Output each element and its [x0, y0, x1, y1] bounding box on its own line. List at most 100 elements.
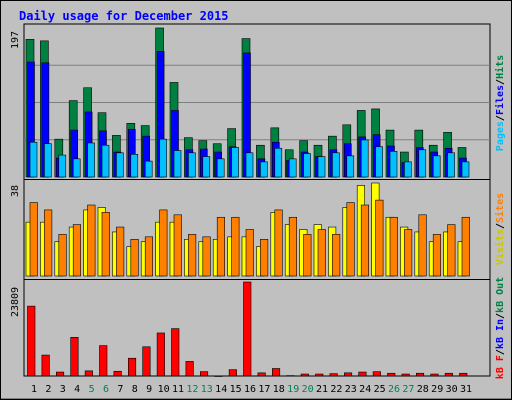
x-tick-label: 23 [345, 384, 357, 395]
pages-bar [144, 160, 153, 178]
sites-bar [447, 224, 456, 277]
visits-sites-legend-part: Sites [494, 193, 506, 223]
pages-bar [202, 156, 211, 178]
sites-bar [274, 209, 283, 277]
pages-bar [404, 161, 412, 178]
kbytes-bar [329, 373, 338, 377]
pages-bar [447, 152, 455, 178]
x-tick-label: 15 [230, 384, 242, 395]
x-tick-label: 20 [302, 384, 314, 395]
kbytes-bar [228, 369, 237, 377]
visits-sites-legend: Visits/Sites [494, 193, 506, 265]
x-tick-label: 3 [60, 384, 66, 395]
sites-bar [144, 236, 153, 277]
kbytes-bar [99, 345, 108, 377]
sites-bar [375, 199, 384, 277]
kbytes-bar [55, 371, 65, 377]
kbytes-bar [113, 370, 122, 377]
sites-bar [173, 214, 182, 277]
kbytes-bar [430, 373, 439, 377]
pages-bar [288, 158, 297, 178]
pages-bar [332, 152, 340, 178]
kbytes-bar [257, 372, 266, 377]
hits-files-pages-legend: Pages/Files/Hits [494, 55, 506, 151]
plot-area [23, 23, 491, 377]
pages-bar [418, 149, 427, 178]
sites-bar [245, 229, 254, 277]
sites-bar [87, 204, 96, 277]
kbytes-bar [372, 371, 381, 377]
sites-bar [202, 236, 211, 277]
sites-bar [389, 216, 398, 277]
kbytes-legend-part: kB F [495, 355, 506, 379]
sites-bar [72, 224, 81, 277]
pages-bar [375, 146, 383, 178]
pages-bar [188, 152, 196, 178]
pages-bar [231, 147, 239, 178]
y-max-label: 197 [10, 31, 21, 49]
sites-bar [188, 234, 197, 277]
sites-bar [216, 216, 225, 277]
pages-bar [116, 152, 124, 178]
pages-bar [44, 143, 52, 178]
kbytes-bar [315, 373, 324, 377]
kbytes-bar [343, 372, 353, 377]
sites-bar [231, 216, 240, 277]
sites-bar [44, 209, 53, 277]
x-tick-label: 14 [215, 384, 227, 395]
sites-bar [360, 204, 370, 277]
kbytes-bar [300, 373, 309, 377]
pages-bar [245, 152, 254, 178]
sites-bar [116, 226, 125, 277]
kbytes-bar [358, 371, 367, 377]
sites-bar [303, 234, 312, 277]
x-tick-label: 17 [258, 384, 270, 395]
x-tick-label: 28 [417, 384, 429, 395]
pages-bar [303, 153, 311, 178]
x-tick-label: 31 [460, 384, 472, 395]
chart-title: Daily usage for December 2015 [19, 9, 229, 23]
hits-files-pages-legend-part: Files [494, 85, 506, 115]
pages-bar [317, 156, 326, 178]
y-max-label: 38 [10, 185, 21, 197]
x-tick-label: 2 [45, 384, 51, 395]
pages-bar [274, 147, 283, 178]
kbytes-bar [142, 346, 151, 377]
sites-bar [58, 234, 67, 277]
y-max-label: 23809 [10, 287, 21, 317]
kbytes-bar [156, 332, 165, 377]
kbytes-bar [214, 375, 223, 377]
x-tick-label: 26 [388, 384, 400, 395]
hits-files-pages-legend-part: / [495, 79, 506, 85]
kbytes-bar [70, 337, 79, 377]
pages-bar [87, 142, 95, 178]
kbytes-legend-part: / [495, 313, 506, 319]
hits-files-pages-legend-part: / [495, 115, 506, 121]
x-tick-label: 13 [201, 384, 213, 395]
kbytes-bar [200, 371, 209, 377]
pages-bar [389, 150, 398, 178]
kbytes-bar [271, 368, 281, 377]
sites-bar [404, 229, 413, 277]
x-tick-label: 7 [117, 384, 123, 395]
sites-bar [432, 234, 442, 277]
x-tick-label: 12 [186, 384, 198, 395]
x-tick-label: 4 [74, 384, 80, 395]
kbytes-bar [444, 372, 453, 377]
x-tick-label: 1 [31, 384, 37, 395]
kbytes-legend-part: kB Out [495, 277, 506, 313]
x-tick-label: 30 [446, 384, 458, 395]
x-tick-label: 22 [330, 384, 342, 395]
kbytes-bar [459, 372, 468, 377]
kbytes-legend: kB F/kB In/kB Out [495, 277, 506, 379]
sites-bar [159, 209, 168, 277]
kbytes-bar [27, 305, 36, 377]
kbytes-bar [171, 328, 180, 377]
kbytes-bar [128, 357, 137, 377]
x-tick-label: 25 [374, 384, 386, 395]
x-tick-label: 11 [172, 384, 184, 395]
x-tick-label: 19 [287, 384, 299, 395]
pages-bar [432, 155, 441, 178]
sites-bar [346, 202, 355, 277]
